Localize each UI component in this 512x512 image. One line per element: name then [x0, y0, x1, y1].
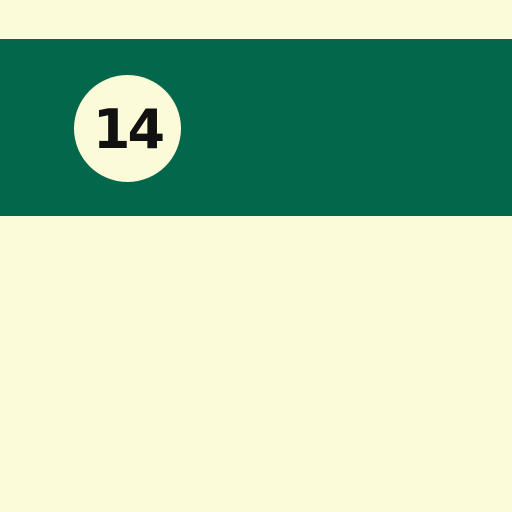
number-badge: 14	[74, 75, 181, 182]
badge-number: 14	[92, 97, 165, 161]
